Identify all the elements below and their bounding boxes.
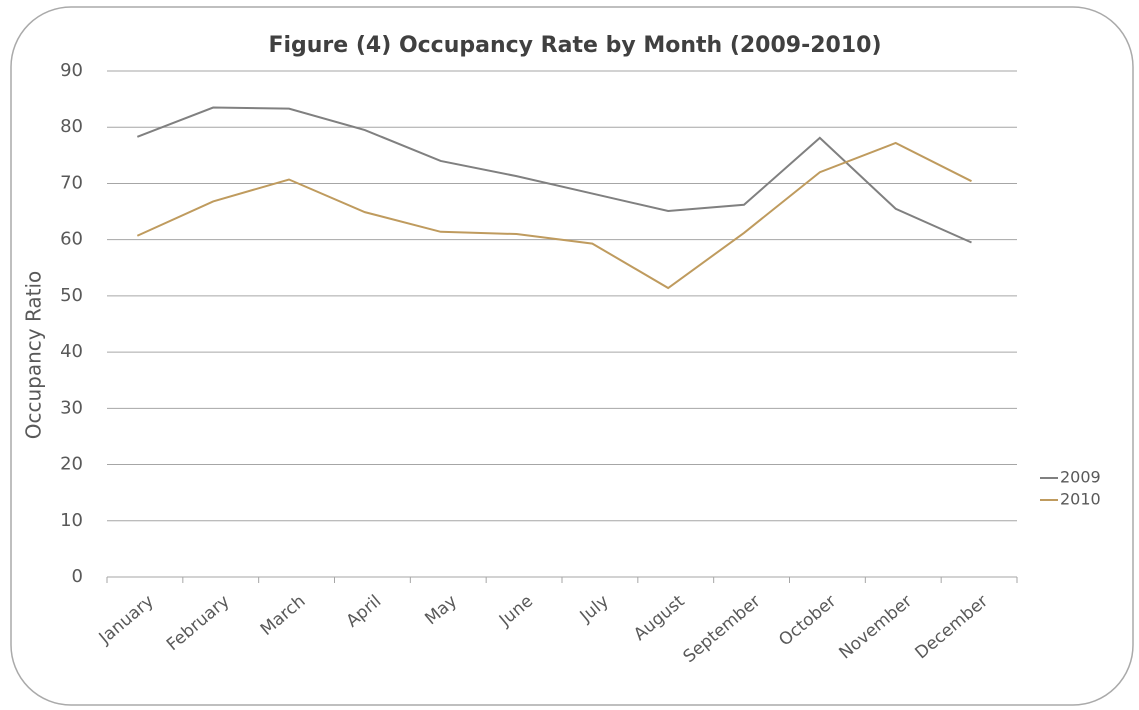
y-tick-label: 40 [60, 341, 83, 362]
y-tick-label: 80 [60, 116, 83, 137]
y-tick-label: 60 [60, 229, 83, 250]
y-tick-label: 10 [60, 510, 83, 531]
chart-title: Figure (4) Occupancy Rate by Month (2009… [268, 33, 881, 58]
y-tick-label: 70 [60, 172, 83, 193]
y-tick-label: 20 [60, 454, 83, 475]
legend-label: 2010 [1060, 490, 1101, 509]
y-tick-label: 90 [60, 60, 83, 81]
y-tick-label: 0 [72, 566, 83, 587]
series-line [136, 141, 972, 290]
legend-label: 2009 [1060, 468, 1101, 487]
y-axis-label: Occupancy Ratio [22, 271, 46, 440]
y-tick-label: 30 [60, 397, 83, 418]
series-line [136, 106, 972, 244]
frame [10, 6, 1134, 706]
y-tick-label: 50 [60, 285, 83, 306]
